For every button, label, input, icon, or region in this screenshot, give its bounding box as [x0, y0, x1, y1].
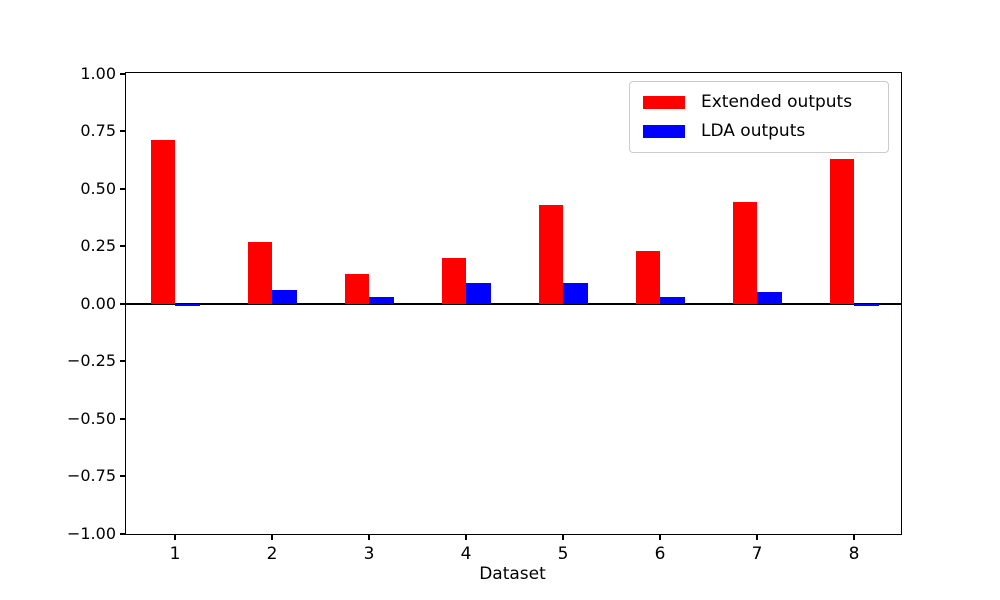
- bar-lda-6: [660, 296, 685, 304]
- y-tick-label: 1.00: [80, 63, 116, 83]
- bar-extended-6: [635, 250, 660, 304]
- y-tick-label: −0.50: [66, 408, 116, 428]
- x-tick: [271, 535, 273, 540]
- zero-baseline: [126, 302, 901, 305]
- x-tick-label: 2: [266, 544, 278, 564]
- x-tick: [465, 535, 467, 540]
- extended-outputs-swatch: [643, 95, 685, 109]
- legend-label: LDA outputs: [701, 121, 806, 142]
- bar-lda-2: [272, 289, 297, 304]
- y-tick-label: −0.25: [66, 351, 116, 371]
- bar-extended-1: [150, 140, 175, 304]
- legend-item-lda-outputs: LDA outputs: [643, 121, 875, 141]
- bar-lda-1: [175, 303, 200, 307]
- y-tick: [120, 475, 125, 478]
- x-tick-label: 6: [654, 544, 666, 564]
- y-tick: [120, 130, 125, 133]
- x-tick: [562, 535, 564, 540]
- x-tick: [756, 535, 758, 540]
- x-tick-label: 1: [169, 544, 181, 564]
- y-tick-label: 0.00: [80, 293, 116, 313]
- bar-extended-7: [732, 202, 757, 304]
- legend-item-extended-outputs: Extended outputs: [643, 92, 875, 112]
- y-tick-label: 0.75: [80, 121, 116, 141]
- x-tick-label: 8: [848, 544, 860, 564]
- x-tick: [174, 535, 176, 540]
- x-tick-label: 7: [751, 544, 763, 564]
- x-tick-label: 4: [460, 544, 472, 564]
- y-tick: [120, 72, 125, 75]
- bar-extended-4: [441, 257, 466, 304]
- y-tick-label: 0.50: [80, 178, 116, 198]
- lda-outputs-swatch: [643, 125, 685, 139]
- bar-lda-3: [369, 296, 394, 304]
- y-tick: [120, 360, 125, 363]
- y-tick: [120, 245, 125, 248]
- y-tick: [120, 302, 125, 305]
- bar-extended-3: [344, 273, 369, 304]
- bar-lda-8: [854, 303, 879, 307]
- x-tick-label: 5: [557, 544, 569, 564]
- bar-extended-8: [829, 158, 854, 304]
- legend-label: Extended outputs: [701, 92, 853, 112]
- x-tick-label: 3: [363, 544, 375, 564]
- bar-lda-4: [466, 283, 491, 304]
- x-axis-title: Dataset: [479, 564, 546, 584]
- legend: Extended outputs LDA outputs: [629, 81, 889, 153]
- y-tick-label: 0.25: [80, 236, 116, 256]
- y-tick-label: −1.00: [66, 524, 116, 544]
- x-tick: [368, 535, 370, 540]
- y-tick: [120, 417, 125, 420]
- bar-extended-2: [247, 241, 272, 304]
- y-tick: [120, 187, 125, 190]
- x-tick: [659, 535, 661, 540]
- y-tick: [120, 533, 125, 536]
- bar-lda-5: [563, 283, 588, 304]
- bar-lda-7: [757, 292, 782, 304]
- bar-extended-5: [538, 204, 563, 304]
- x-tick: [853, 535, 855, 540]
- y-tick-label: −0.75: [66, 466, 116, 486]
